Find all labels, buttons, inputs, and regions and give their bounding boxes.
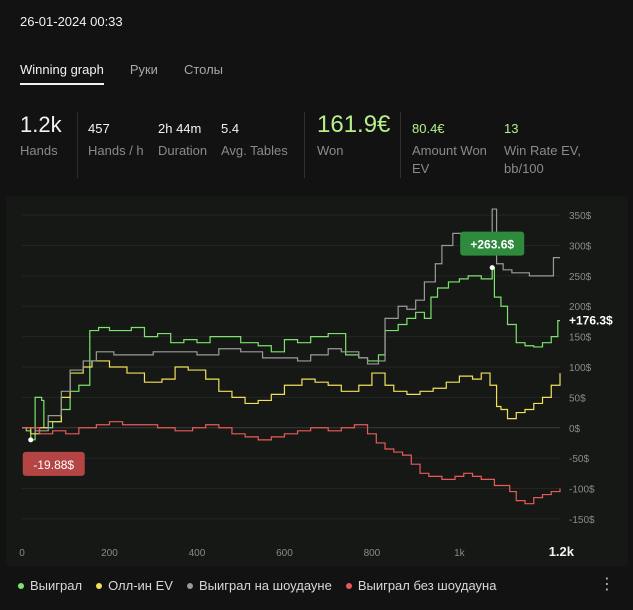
legend-label: Олл-ин EV <box>108 578 173 593</box>
legend-label: Выиграл <box>30 578 83 593</box>
legend-label: Выиграл на шоудауне <box>198 578 332 593</box>
chart-legend: Выиграл Олл-ин EV Выиграл на шоудауне Вы… <box>18 578 496 593</box>
divider <box>400 112 401 178</box>
stat-hands: 1.2k Hands <box>20 112 62 160</box>
stat-won: 161.9€ Won <box>317 112 390 160</box>
y-tick-label: 350$ <box>569 211 592 222</box>
legend-dot <box>345 582 352 589</box>
divider <box>77 112 78 178</box>
y-tick-label: -50$ <box>569 454 589 465</box>
legend-label: Выиграл без шоудауна <box>357 578 497 593</box>
stat-hands-label: Hands <box>20 143 58 158</box>
stat-amount-won-ev-label: Amount Won EV <box>412 142 487 178</box>
series-line <box>22 360 561 435</box>
stat-hands-per-hour: 457 Hands / h <box>88 112 144 160</box>
label-line: bb/100 <box>504 161 544 176</box>
legend-dot <box>186 582 193 589</box>
winning-chart: 350$ 300$ 250$ 200$ 150$ 100$ 50$ 0$ -50$ -100$ -1… <box>19 208 613 559</box>
legend-item-allin-ev[interactable]: Олл-ин EV <box>96 578 173 593</box>
stat-win-rate-ev: 13 Win Rate EV, bb/100 <box>504 112 581 178</box>
stat-win-rate-ev-value: 13 <box>504 121 519 136</box>
min-label: -19.88$ <box>33 458 74 472</box>
stat-avg-tables-label: Avg. Tables <box>221 143 288 158</box>
series-line <box>22 208 560 432</box>
stat-won-value: 161.9€ <box>317 111 391 138</box>
x-tick-label: 1k <box>454 548 466 559</box>
legend-dot <box>18 582 24 589</box>
y-tick-label: 100$ <box>569 363 592 374</box>
stat-won-label: Won <box>317 143 344 158</box>
y-tick-label: 250$ <box>569 272 592 283</box>
y-tick-label: 200$ <box>569 302 592 313</box>
y-tick-label: 0$ <box>569 424 581 435</box>
y-tick-label: 150$ <box>569 333 592 344</box>
max-point-marker <box>489 265 495 271</box>
stats-panel: 1.2k Hands 457 Hands / h 2h 44m Duration… <box>0 112 633 182</box>
stat-amount-won-ev-value: 80.4€ <box>412 121 445 136</box>
legend-item-non-showdown[interactable]: Выиграл без шоудауна <box>345 578 497 593</box>
y-tick-label: 50$ <box>569 393 586 404</box>
y-tick-label: -150$ <box>569 515 595 526</box>
stat-hph-label: Hands / h <box>88 143 144 158</box>
max-label: +263.6$ <box>470 238 514 252</box>
session-datetime: 26-01-2024 00:33 <box>20 14 123 29</box>
divider <box>304 112 305 178</box>
stat-win-rate-ev-label: Win Rate EV, bb/100 <box>504 142 581 178</box>
stat-avg-tables: 5.4 Avg. Tables <box>221 112 288 160</box>
x-end-label: 1.2k <box>549 544 575 559</box>
label-line: EV <box>412 161 430 176</box>
label-line: Amount Won <box>412 143 487 158</box>
legend-item-showdown[interactable]: Выиграл на шоудауне <box>186 578 332 593</box>
min-point-marker <box>28 437 34 443</box>
series-line <box>22 267 560 441</box>
stat-duration-value: 2h 44m <box>158 121 202 136</box>
max-label-box <box>460 231 525 256</box>
x-tick-label: 200 <box>101 548 118 559</box>
stat-hph-value: 457 <box>88 121 110 136</box>
tab-bar: Winning graph Руки Столы <box>20 62 223 85</box>
y-tick-label: 300$ <box>569 241 592 252</box>
stat-amount-won-ev: 80.4€ Amount Won EV <box>412 112 487 178</box>
winning-chart-panel <box>6 196 628 566</box>
x-tick-label: 600 <box>276 548 293 559</box>
stat-duration: 2h 44m Duration <box>158 112 207 160</box>
stat-avg-tables-value: 5.4 <box>221 121 240 136</box>
final-value-label: +176.3$ <box>569 314 613 328</box>
label-line: Win Rate EV, <box>504 143 581 158</box>
stat-hands-value: 1.2k <box>20 112 62 137</box>
stat-duration-label: Duration <box>158 143 208 158</box>
legend-item-won[interactable]: Выиграл <box>18 578 82 593</box>
min-label-box <box>22 451 85 476</box>
y-tick-label: -100$ <box>569 485 595 496</box>
legend-dot <box>96 582 103 589</box>
tab-hands[interactable]: Руки <box>129 62 158 77</box>
series-line <box>22 421 561 505</box>
tab-winning-graph[interactable]: Winning graph <box>20 62 104 85</box>
x-tick-label: 800 <box>364 548 381 559</box>
tab-tables[interactable]: Столы <box>183 62 224 77</box>
x-tick-label: 0 <box>19 548 25 559</box>
more-options-icon[interactable]: ⋮ <box>599 576 615 593</box>
x-tick-label: 400 <box>189 548 206 559</box>
